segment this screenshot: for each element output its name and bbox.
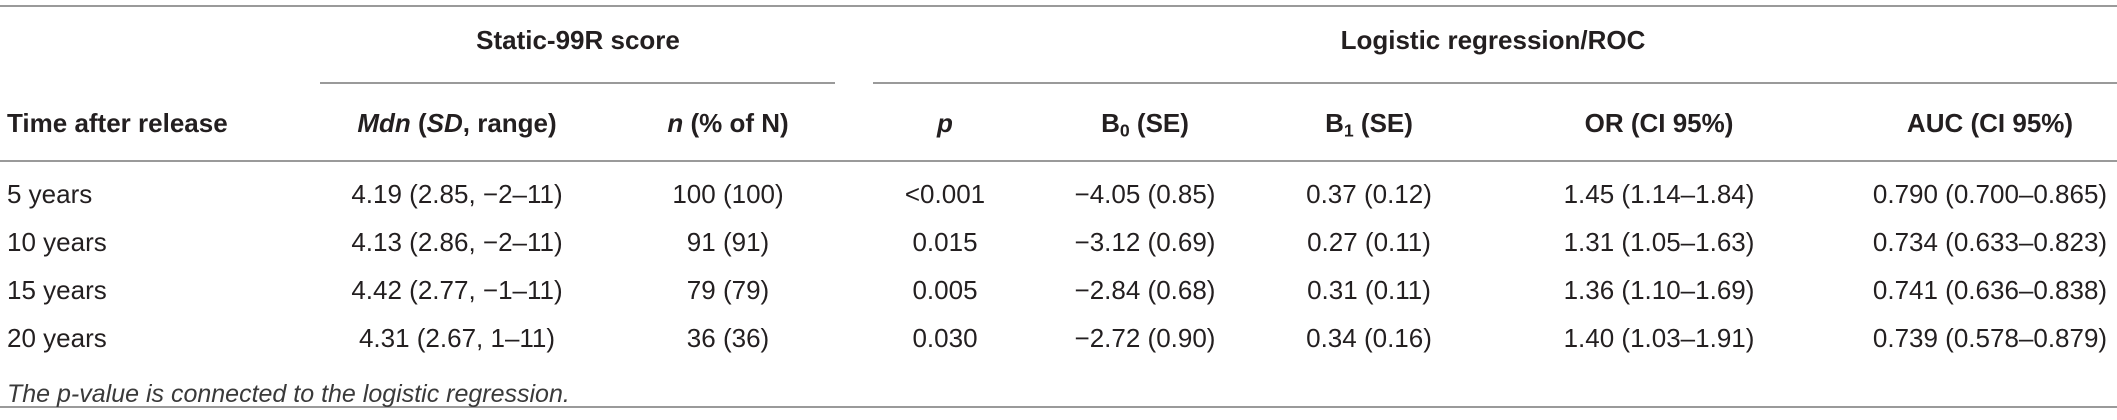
- table-cell-b1: 0.27 (0.11): [1307, 227, 1431, 257]
- table-cell-or: 1.45 (1.14–1.84): [1563, 179, 1755, 209]
- col-header-n: n (% of N): [667, 108, 789, 138]
- col-header-or: OR (CI 95%): [1584, 108, 1734, 138]
- table-cell-auc: 0.741 (0.636–0.838): [1872, 275, 2108, 305]
- table-row-time: 10 years: [7, 227, 107, 257]
- table-cell-auc: 0.734 (0.633–0.823): [1872, 227, 2108, 257]
- table-cell-auc: 0.790 (0.700–0.865): [1872, 179, 2108, 209]
- table-row-time: 5 years: [7, 179, 93, 209]
- col-header-p: p: [937, 108, 953, 138]
- table-cell-p: 0.030: [912, 323, 978, 353]
- table-cell-b1: 0.37 (0.12): [1306, 179, 1432, 209]
- col-header-b0: B0 (SE): [1101, 108, 1189, 141]
- table-cell-n: 79 (79): [686, 275, 770, 305]
- top-rule: [0, 5, 2117, 7]
- col-header-time: Time after release: [7, 108, 228, 138]
- table-cell-b0: −2.72 (0.90): [1074, 323, 1216, 353]
- table-cell-p: 0.005: [912, 275, 978, 305]
- static-group-rule: [320, 82, 835, 84]
- table-cell-mdn: 4.42 (2.77, −1–11): [351, 275, 563, 305]
- table-cell-mdn: 4.31 (2.67, 1–11): [358, 323, 556, 353]
- table-cell-n: 91 (91): [686, 227, 770, 257]
- table-bottom-rule: [0, 406, 2117, 408]
- table-cell-b1: 0.34 (0.16): [1306, 323, 1432, 353]
- table-cell-or: 1.40 (1.03–1.91): [1563, 323, 1755, 353]
- table-cell-p: 0.015: [912, 227, 978, 257]
- table-footnote: The p-value is connected to the logistic…: [7, 380, 570, 408]
- col-header-mdn: Mdn (SD, range): [357, 108, 557, 138]
- table-cell-or: 1.31 (1.05–1.63): [1563, 227, 1755, 257]
- table-cell-b1: 0.31 (0.11): [1307, 275, 1431, 305]
- table-row-time: 15 years: [7, 275, 107, 305]
- col-header-auc: AUC (CI 95%): [1906, 108, 2074, 138]
- table-cell-mdn: 4.19 (2.85, −2–11): [351, 179, 563, 209]
- table-row-time: 20 years: [7, 323, 107, 353]
- table-cell-n: 100 (100): [672, 179, 784, 209]
- group-header-static: Static-99R score: [476, 25, 680, 55]
- table-cell-b0: −2.84 (0.68): [1074, 275, 1216, 305]
- table-cell-mdn: 4.13 (2.86, −2–11): [351, 227, 563, 257]
- col-header-b1: B1 (SE): [1325, 108, 1413, 141]
- header-bottom-rule: [0, 160, 2117, 162]
- table-cell-or: 1.36 (1.10–1.69): [1563, 275, 1755, 305]
- table-cell-auc: 0.739 (0.578–0.879): [1872, 323, 2108, 353]
- group-header-logistic: Logistic regression/ROC: [1340, 25, 1646, 55]
- logistic-group-rule: [873, 82, 2117, 84]
- table-cell-b0: −3.12 (0.69): [1074, 227, 1216, 257]
- table-cell-p: <0.001: [904, 179, 986, 209]
- table-cell-n: 36 (36): [686, 323, 770, 353]
- table-cell-b0: −4.05 (0.85): [1074, 179, 1216, 209]
